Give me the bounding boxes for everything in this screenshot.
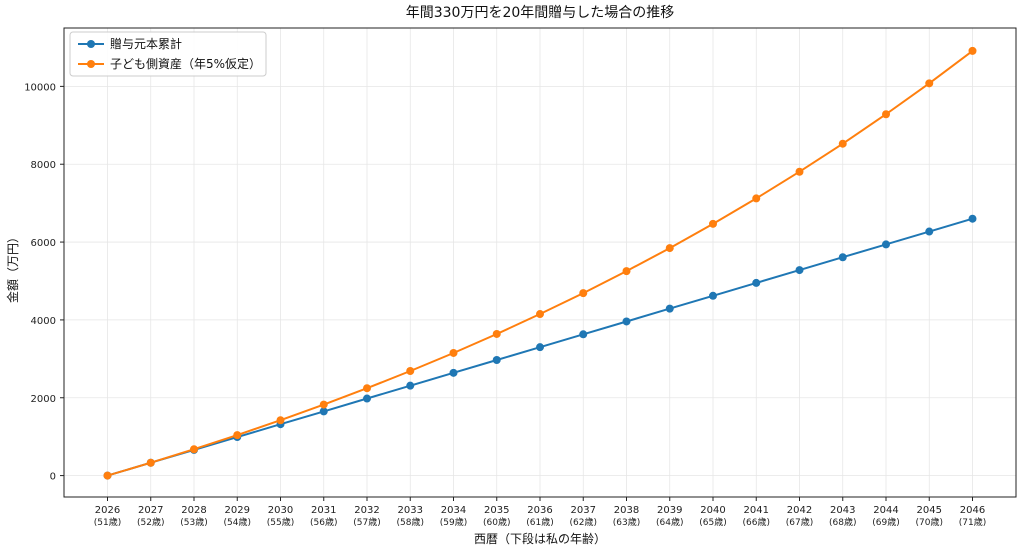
x-tick-sublabel: (64歳) — [656, 516, 683, 528]
x-tick-label: 2045 — [917, 505, 942, 516]
data-point — [449, 368, 458, 377]
data-point — [622, 317, 631, 326]
data-point — [665, 304, 674, 313]
data-point — [536, 343, 544, 352]
data-point — [363, 384, 371, 393]
data-point — [146, 458, 155, 467]
data-point — [319, 407, 328, 416]
legend-box — [69, 31, 267, 77]
x-axis-label: 西暦（下段は私の年齢） — [474, 531, 606, 546]
data-point — [190, 445, 198, 454]
x-tick-label: 2044 — [873, 505, 898, 516]
data-point — [925, 79, 934, 88]
x-tick-label: 2043 — [830, 505, 855, 516]
data-point — [406, 381, 415, 390]
x-tick-label: 2046 — [960, 505, 985, 516]
x-tick-label: 2038 — [614, 505, 639, 516]
y-axis-label: 金額（万円） — [5, 231, 20, 303]
data-point — [882, 110, 890, 119]
data-point — [449, 348, 458, 357]
data-point — [492, 355, 501, 364]
data-point — [752, 194, 761, 203]
x-tick-sublabel: (63歳) — [613, 516, 640, 528]
y-tick-label: 4000 — [31, 316, 56, 327]
data-point — [579, 330, 588, 339]
x-tick-label: 2031 — [311, 505, 336, 516]
data-point — [925, 227, 934, 236]
x-tick-sublabel: (53歳) — [180, 516, 207, 528]
x-tick-sublabel: (70歳) — [916, 516, 943, 528]
x-tick-sublabel: (67歳) — [786, 516, 813, 528]
x-tick-label: 2029 — [225, 505, 250, 516]
x-tick-label: 2040 — [700, 505, 725, 516]
x-tick-label: 2027 — [138, 505, 163, 516]
x-tick-label: 2033 — [398, 505, 423, 516]
data-point — [622, 267, 631, 276]
data-point — [709, 291, 717, 300]
x-tick-sublabel: (60歳) — [483, 516, 510, 528]
data-point — [838, 139, 847, 148]
y-tick-label: 0 — [50, 472, 56, 483]
data-point — [103, 471, 112, 480]
x-tick-label: 2034 — [441, 505, 466, 516]
x-tick-sublabel: (59歳) — [440, 516, 467, 528]
x-tick-label: 2037 — [571, 505, 596, 516]
y-tick-label: 2000 — [31, 394, 56, 405]
y-tick-label: 6000 — [31, 238, 56, 249]
legend: 贈与元本累計 子ども側資産（年5%仮定） — [69, 31, 267, 77]
data-point — [406, 367, 415, 376]
legend-label-child-assets: 子ども側資産（年5%仮定） — [110, 56, 261, 71]
data-point — [233, 431, 242, 440]
data-point — [838, 253, 847, 262]
data-point — [276, 416, 285, 425]
data-point — [882, 240, 890, 249]
grid — [64, 28, 1016, 497]
x-tick-sublabel: (54歳) — [224, 516, 251, 528]
x-tick-label: 2041 — [744, 505, 769, 516]
data-point — [492, 329, 501, 338]
chart-title: 年間330万円を20年間贈与した場合の推移 — [406, 5, 675, 21]
x-tick-sublabel: (55歳) — [267, 516, 294, 528]
series-layer — [103, 46, 977, 480]
x-tick-label: 2036 — [527, 505, 552, 516]
x-tick-sublabel: (69歳) — [872, 516, 899, 528]
x-tick-sublabel: (58歳) — [397, 516, 424, 528]
data-point — [319, 400, 328, 409]
y-tick-label: 10000 — [24, 82, 56, 93]
x-tick-sublabel: (62歳) — [570, 516, 597, 528]
y-tick-label: 8000 — [31, 160, 56, 171]
legend-label-principal: 贈与元本累計 — [110, 36, 182, 51]
x-tick-sublabel: (56歳) — [310, 516, 337, 528]
data-point — [363, 394, 371, 403]
data-point — [795, 167, 804, 176]
data-point — [752, 278, 761, 287]
x-tick-label: 2028 — [181, 505, 206, 516]
x-tick-label: 2032 — [354, 505, 379, 516]
legend-marker-principal — [87, 40, 95, 48]
data-point — [665, 244, 674, 253]
data-point — [968, 46, 977, 55]
legend-marker-child-assets — [87, 60, 95, 68]
x-tick-label: 2042 — [787, 505, 812, 516]
x-tick-label: 2039 — [657, 505, 682, 516]
data-point — [795, 266, 804, 275]
data-point — [968, 214, 977, 223]
x-tick-label: 2035 — [484, 505, 509, 516]
data-point — [709, 219, 717, 228]
x-tick-sublabel: (66歳) — [743, 516, 770, 528]
x-tick-sublabel: (65歳) — [699, 516, 726, 528]
x-tick-sublabel: (61歳) — [526, 516, 553, 528]
x-tick-sublabel: (51歳) — [94, 516, 121, 528]
x-tick-sublabel: (57歳) — [353, 516, 380, 528]
x-tick-label: 2026 — [95, 505, 120, 516]
x-tick-sublabel: (71歳) — [959, 516, 986, 528]
data-point — [536, 310, 544, 319]
data-point — [579, 289, 588, 298]
x-tick-sublabel: (68歳) — [829, 516, 856, 528]
axes: 2026(51歳) 2027(52歳) 2028(53歳) 2029(54歳) 2030… — [24, 82, 986, 528]
x-tick-sublabel: (52歳) — [137, 516, 164, 528]
x-tick-label: 2030 — [268, 505, 293, 516]
